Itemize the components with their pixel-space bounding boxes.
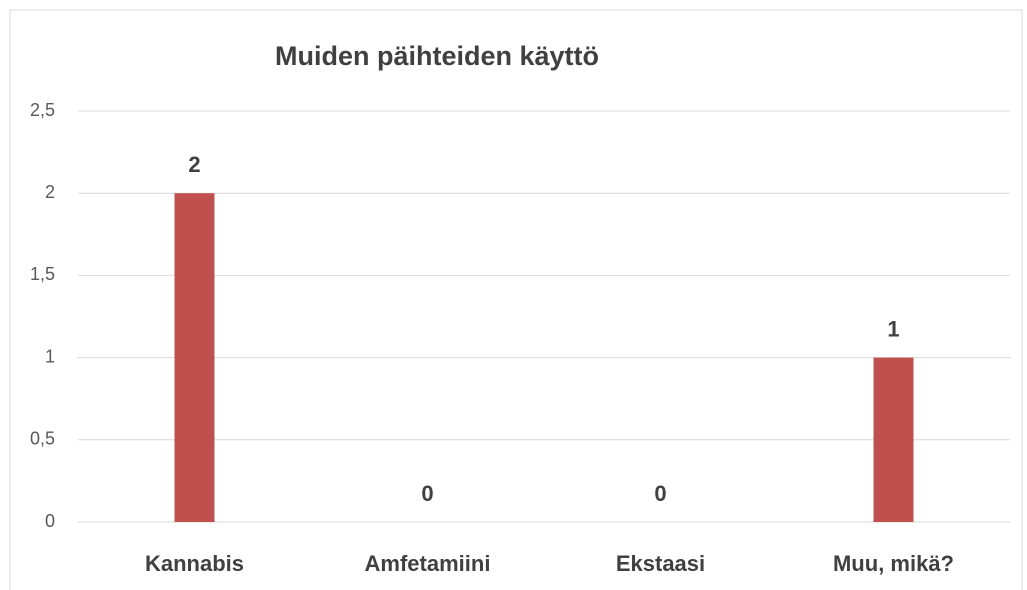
x-tick-label: Muu, mikä? [833,551,954,576]
bar [873,357,914,522]
x-tick-label: Ekstaasi [616,551,705,576]
x-tick-label: Kannabis [145,551,244,576]
data-label: 1 [887,316,899,341]
y-tick-label: 1 [45,346,55,366]
chart-title: Muiden päihteiden käyttö [275,41,599,71]
data-label: 0 [421,481,433,506]
chart-border [9,9,1023,590]
y-tick-label: 0,5 [30,429,55,449]
y-tick-label: 1,5 [30,264,55,284]
y-tick-label: 2,5 [30,100,55,120]
x-tick-label: Amfetamiini [365,551,491,576]
bar [174,193,215,522]
data-label: 0 [654,481,666,506]
y-tick-label: 2 [45,182,55,202]
y-tick-label: 0 [45,511,55,531]
data-label: 2 [188,152,200,177]
